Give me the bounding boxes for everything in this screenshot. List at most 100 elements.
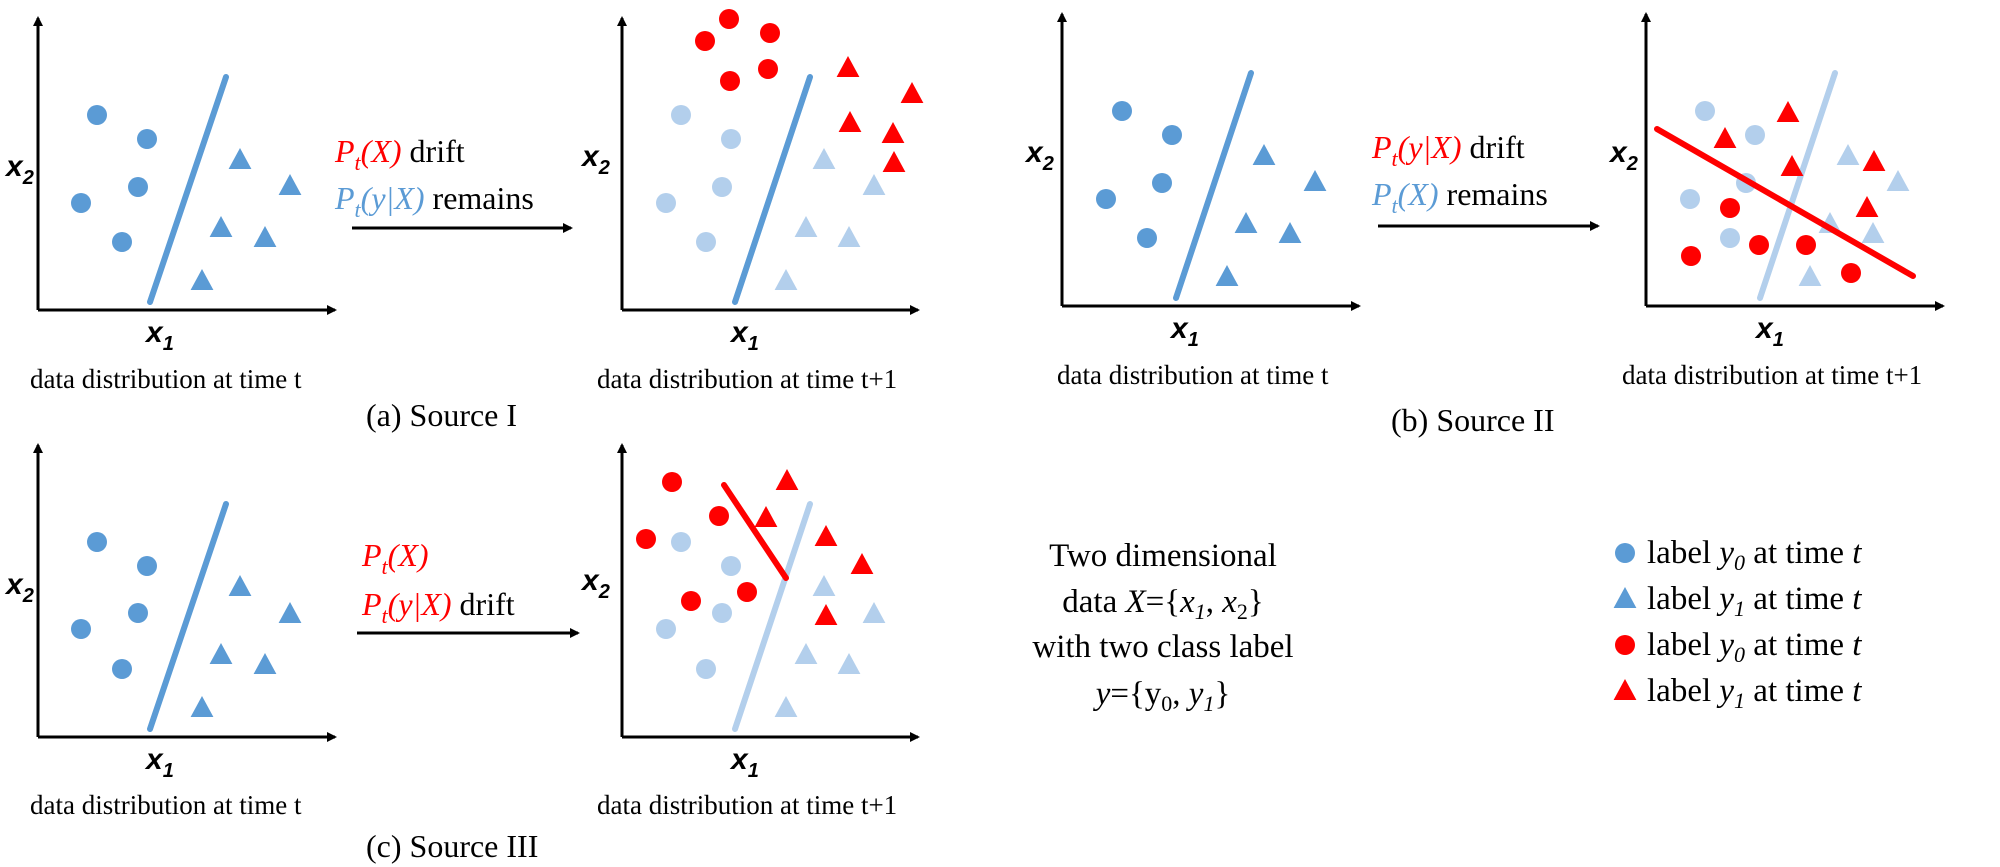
triangle-point <box>228 575 252 596</box>
left-caption: data distribution at time t <box>30 790 302 820</box>
triangle-point <box>190 269 214 290</box>
triangle-point <box>1886 170 1910 191</box>
circle-point <box>1796 235 1816 255</box>
circle-point <box>1681 246 1701 266</box>
triangle-point <box>1252 144 1276 165</box>
left-caption: data distribution at time t <box>30 364 302 394</box>
circle-point <box>696 232 716 252</box>
triangle-point <box>838 111 862 132</box>
triangle-point <box>812 575 836 596</box>
triangle-point <box>814 604 838 625</box>
triangle-point <box>1836 144 1860 165</box>
drifted-points <box>1681 101 1886 283</box>
circle-point <box>758 59 778 79</box>
circle-point <box>720 71 740 91</box>
triangle-point <box>1861 222 1885 243</box>
circle-point <box>137 129 157 149</box>
triangle-point <box>1613 679 1637 700</box>
circle-point <box>1615 635 1635 655</box>
points <box>1096 101 1327 286</box>
triangle-point <box>190 696 214 717</box>
circle-point <box>128 603 148 623</box>
y-axis-label: x2 <box>580 564 610 603</box>
triangle-point <box>836 56 860 77</box>
faded-points <box>1680 101 1910 286</box>
drifted-points <box>636 469 874 625</box>
right-caption: data distribution at time t+1 <box>597 364 897 394</box>
triangle-point <box>812 148 836 169</box>
panel-c-left-plot: x2 x1 data distribution at time t <box>4 443 337 820</box>
circle-point <box>1841 263 1861 283</box>
y-axis-label: x2 <box>1608 136 1638 175</box>
x-axis-label: x1 <box>144 316 174 355</box>
right-caption: data distribution at time t+1 <box>597 790 897 820</box>
triangle-point <box>1278 222 1302 243</box>
triangle-point <box>1234 212 1258 233</box>
decision-boundary <box>147 74 229 305</box>
triangle-point <box>794 216 818 237</box>
circle-point <box>1162 125 1182 145</box>
circle-point <box>721 129 741 149</box>
circle-point <box>671 105 691 125</box>
arrow-line2: Pt(y|X) remains <box>334 180 534 222</box>
decision-boundary <box>732 74 813 305</box>
circle-point <box>719 9 739 29</box>
decision-boundary <box>1173 70 1254 301</box>
circle-point <box>662 472 682 492</box>
arrow-line1: Pt(X) <box>361 537 429 579</box>
panel-b-left-plot: x2 x1 data distribution at time t <box>1024 12 1361 390</box>
circle-point <box>1137 228 1157 248</box>
panel-a-left-plot: x2 x1 data distribution at time t <box>4 16 337 394</box>
decision-boundary <box>147 501 229 732</box>
left-caption: data distribution at time t <box>1057 360 1329 390</box>
triangle-point <box>775 469 799 490</box>
triangle-point <box>278 602 302 623</box>
x-axis-label: x1 <box>1169 312 1199 351</box>
circle-point <box>709 506 729 526</box>
legend-label: label y1 at time t <box>1647 673 1862 713</box>
arrow-line1: Pt(y|X) drift <box>1371 129 1525 171</box>
legend-label: label y1 at time t <box>1647 581 1862 621</box>
decision-boundary <box>732 501 813 732</box>
description: Two dimensional data X={x1, x2} with two… <box>1032 538 1293 716</box>
circle-point <box>87 105 107 125</box>
y-axis-label: x2 <box>580 140 610 179</box>
circle-point <box>737 582 757 602</box>
description-line1: Two dimensional <box>1049 538 1277 574</box>
legend-label: label y0 at time t <box>1647 535 1862 575</box>
triangle-point <box>228 148 252 169</box>
circle-point <box>1680 189 1700 209</box>
triangle-point <box>253 653 277 674</box>
circle-point <box>656 193 676 213</box>
triangle-point <box>1713 127 1737 148</box>
right-caption: data distribution at time t+1 <box>1622 360 1922 390</box>
drifted-decision-boundary <box>721 482 789 581</box>
points <box>71 105 302 290</box>
panel-a-right-plot: x2 x1 data distribution at time t+1 <box>580 9 924 394</box>
triangle-point <box>209 216 233 237</box>
triangle-point <box>881 122 905 143</box>
circle-point <box>1152 173 1172 193</box>
x-axis-label: x1 <box>144 743 174 782</box>
circle-point <box>671 532 691 552</box>
panel-a-transition: Pt(X) drift Pt(y|X) remains <box>334 133 573 233</box>
drifted-points <box>695 9 924 172</box>
panel-c: x2 x1 data distribution at time t Pt(X) … <box>4 443 920 864</box>
triangle-point <box>900 82 924 103</box>
circle-point <box>1615 543 1635 563</box>
circle-point <box>696 659 716 679</box>
legend: label y0 at time t label y1 at time t labe… <box>1613 535 1862 713</box>
faded-points <box>656 105 886 290</box>
triangle-point <box>1303 170 1327 191</box>
triangle-point <box>882 151 906 172</box>
triangle-point <box>837 653 861 674</box>
points <box>71 532 302 717</box>
panel-b: x2 x1 data distribution at time t Pt(y|X… <box>1024 12 1945 438</box>
circle-point <box>695 31 715 51</box>
triangle-point <box>1215 265 1239 286</box>
triangle-point <box>209 643 233 664</box>
panel-caption: (a) Source I <box>366 397 517 433</box>
circle-point <box>128 177 148 197</box>
panel-b-right-plot: x2 x1 data distribution at time t+1 <box>1608 12 1945 390</box>
drifted-decision-boundary <box>1654 126 1916 279</box>
